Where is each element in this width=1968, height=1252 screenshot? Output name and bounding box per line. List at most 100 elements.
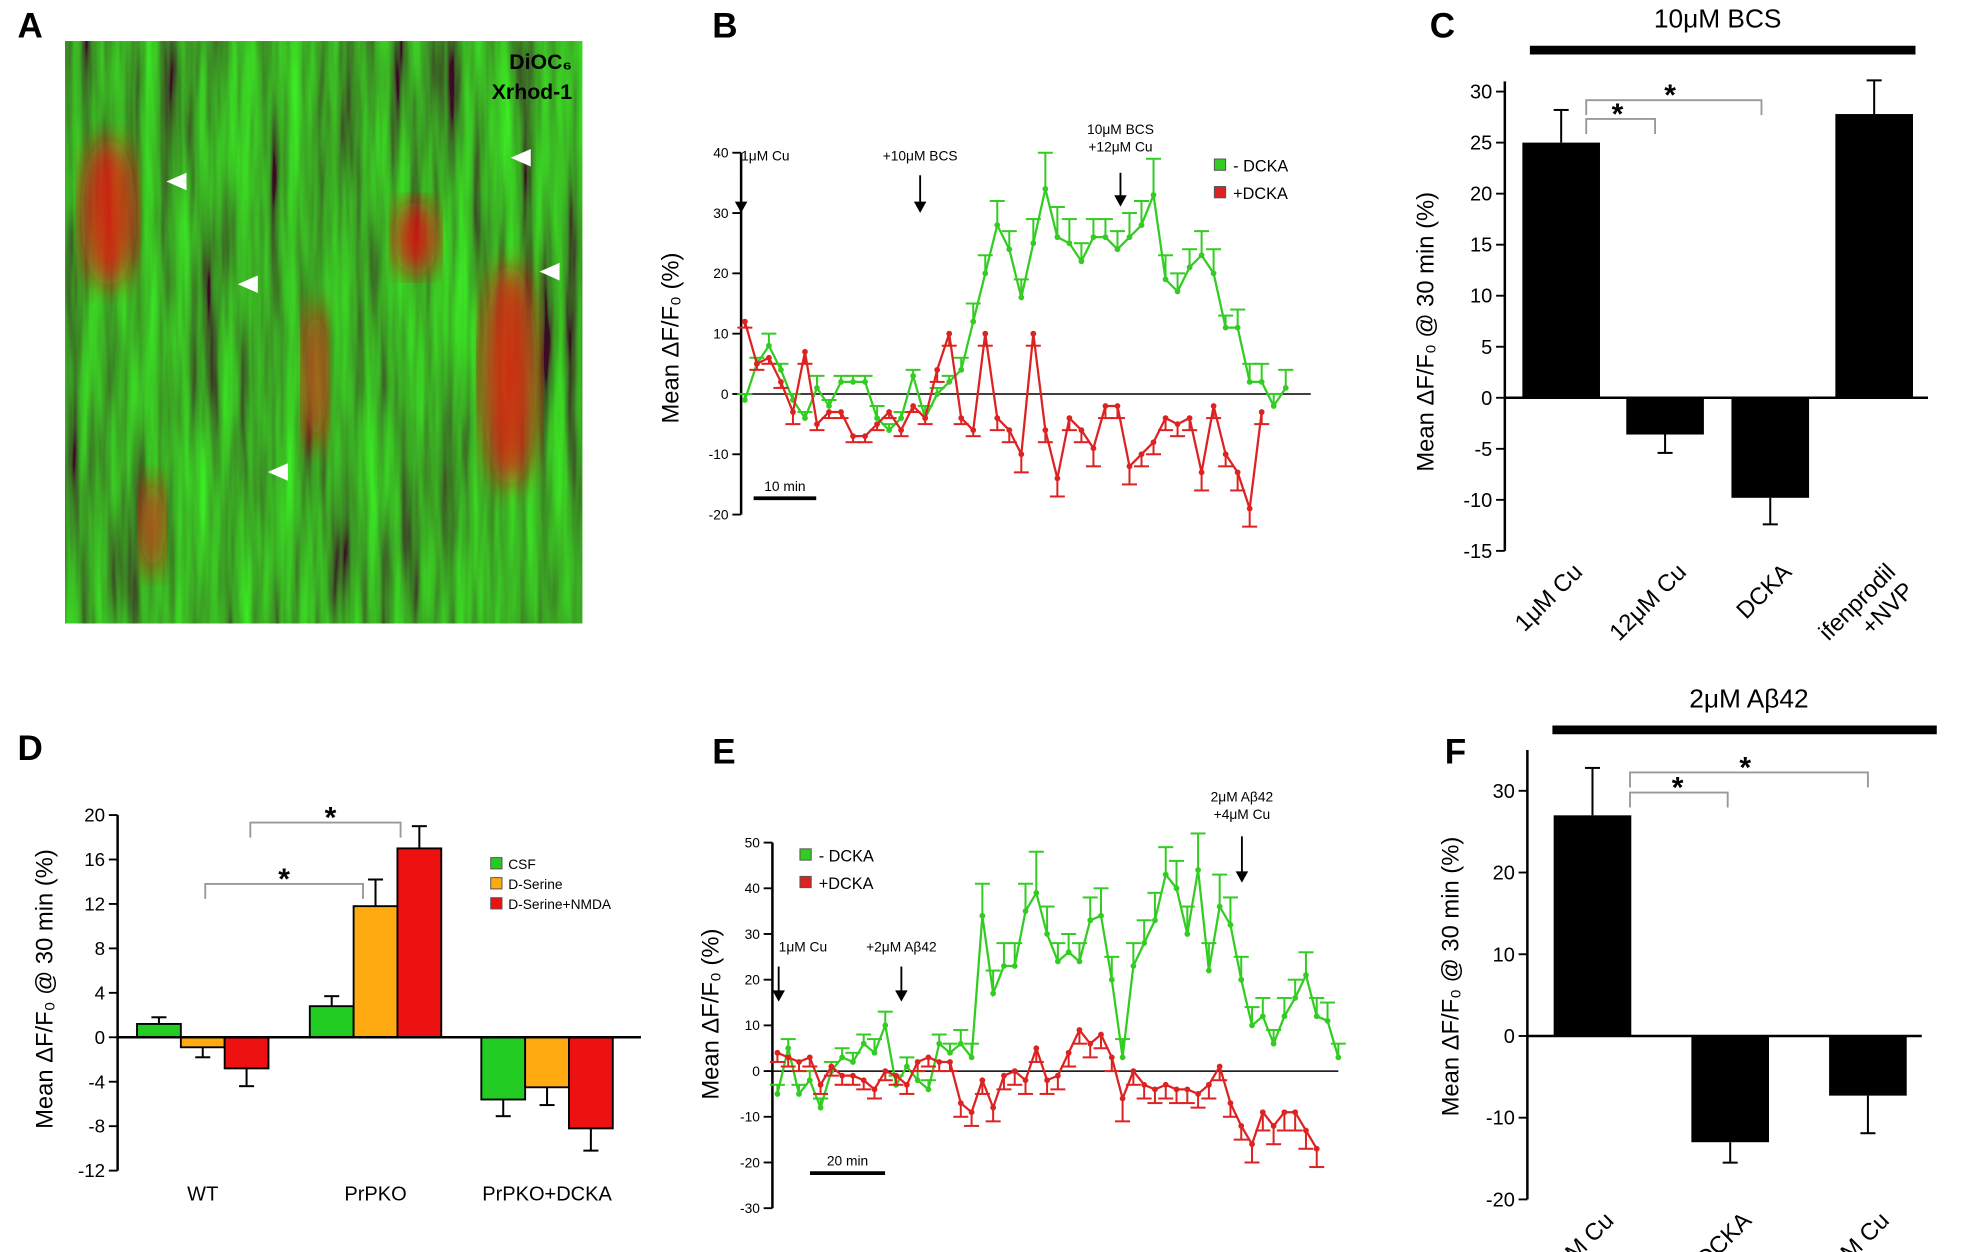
data-point xyxy=(1054,1072,1061,1079)
y-tick-label: 0 xyxy=(752,1064,760,1079)
legend-swatch xyxy=(490,897,503,910)
data-point xyxy=(1030,240,1037,247)
y-tick-label: 30 xyxy=(1493,781,1515,803)
data-point xyxy=(1216,903,1223,910)
y-tick-label: -12 xyxy=(78,1160,105,1181)
y-tick-label: 10 xyxy=(1493,944,1515,966)
data-point xyxy=(1001,963,1007,969)
data-point xyxy=(1281,1013,1288,1020)
data-point xyxy=(970,318,977,325)
data-point xyxy=(925,1086,932,1093)
data-point xyxy=(754,360,760,367)
data-point xyxy=(1259,1109,1266,1116)
legend-swatch xyxy=(490,857,503,870)
data-point xyxy=(796,1091,802,1097)
data-point xyxy=(1234,324,1241,331)
channel-label: Xrhod-1 xyxy=(492,80,573,104)
annotation: 10μM BCS xyxy=(1087,122,1154,137)
data-point xyxy=(1098,912,1104,919)
data-point xyxy=(934,391,941,397)
data-point xyxy=(1174,421,1181,427)
y-tick-label: -10 xyxy=(1486,1108,1515,1130)
data-point xyxy=(790,409,796,415)
data-point xyxy=(922,415,929,421)
data-point xyxy=(1130,1068,1137,1074)
y-axis-title: Mean ΔF/F₀ @ 30 min (%) xyxy=(32,849,59,1129)
data-point xyxy=(1258,379,1265,385)
data-point xyxy=(778,366,784,373)
data-point xyxy=(839,1072,846,1079)
y-tick-label: -8 xyxy=(88,1116,105,1137)
y-tick-label: 20 xyxy=(745,973,761,988)
legend-label: +DCKA xyxy=(819,875,874,893)
data-point xyxy=(882,1068,889,1074)
significance-label: * xyxy=(1612,98,1624,131)
y-axis-title: Mean ΔF/F₀ @ 30 min (%) xyxy=(1438,837,1465,1117)
data-point xyxy=(994,222,1001,228)
x-tick-label: 12μM Cu xyxy=(1604,559,1692,647)
data-point xyxy=(778,379,784,385)
data-point xyxy=(826,409,832,415)
data-point xyxy=(1018,294,1025,301)
panel-letter: D xyxy=(17,729,42,768)
data-point xyxy=(1119,1095,1126,1102)
y-tick-label: -10 xyxy=(1463,490,1492,512)
x-tick-label: DCKA xyxy=(1691,1207,1757,1252)
data-point xyxy=(1238,976,1245,983)
red-signal xyxy=(393,200,439,276)
y-tick-label: 10 xyxy=(745,1018,761,1033)
data-point xyxy=(1246,379,1253,385)
arrowhead-marker xyxy=(539,262,560,281)
data-point xyxy=(862,379,868,385)
bar xyxy=(179,1036,226,1049)
data-point xyxy=(814,421,820,427)
data-point xyxy=(1102,403,1109,409)
bar xyxy=(352,905,399,1039)
data-point xyxy=(936,1059,943,1065)
data-point xyxy=(898,427,904,434)
data-point xyxy=(910,372,917,379)
data-point xyxy=(862,433,868,440)
x-tick-label: ifenprodil+NVP xyxy=(1814,559,1920,665)
data-point xyxy=(893,1072,899,1079)
data-point xyxy=(1152,1086,1158,1093)
data-point xyxy=(817,1104,824,1111)
bar xyxy=(480,1036,527,1101)
legend-label: D-Serine+NMDA xyxy=(508,897,612,912)
data-point xyxy=(1210,403,1217,409)
legend-label: - DCKA xyxy=(1233,158,1288,176)
data-point xyxy=(838,379,844,385)
data-point xyxy=(1044,1077,1050,1084)
y-axis-title: Mean ΔF/F₀ @ 30 min (%) xyxy=(1412,192,1439,472)
data-point xyxy=(1130,963,1137,969)
significance-label: * xyxy=(1739,751,1751,784)
x-tick-label: PrPKO+DCKA xyxy=(482,1184,612,1206)
y-tick-label: -10 xyxy=(709,447,729,462)
data-point xyxy=(1174,288,1181,295)
bar xyxy=(136,1023,182,1039)
bar xyxy=(1835,114,1913,398)
significance-label: * xyxy=(325,802,337,835)
data-point xyxy=(990,1104,997,1111)
data-point xyxy=(1173,885,1180,892)
data-point xyxy=(1292,995,1299,1001)
data-point xyxy=(1162,415,1169,421)
data-point xyxy=(1335,1054,1342,1061)
y-tick-label: -20 xyxy=(709,507,729,522)
data-point xyxy=(1011,963,1018,969)
data-point xyxy=(898,415,904,421)
data-point xyxy=(766,354,772,361)
data-point xyxy=(1054,475,1061,482)
annotation: +10μM BCS xyxy=(883,148,958,163)
data-point xyxy=(741,397,748,403)
bar xyxy=(1829,1035,1907,1096)
data-point xyxy=(1066,240,1073,247)
panel-header: 10μM BCS xyxy=(1654,4,1782,34)
data-point xyxy=(1087,1040,1094,1047)
y-tick-label: 30 xyxy=(745,927,761,942)
data-point xyxy=(828,1063,835,1070)
data-point xyxy=(1065,1049,1072,1056)
data-point xyxy=(1078,258,1085,265)
data-point xyxy=(871,1049,878,1056)
significance-label: * xyxy=(1664,79,1676,112)
